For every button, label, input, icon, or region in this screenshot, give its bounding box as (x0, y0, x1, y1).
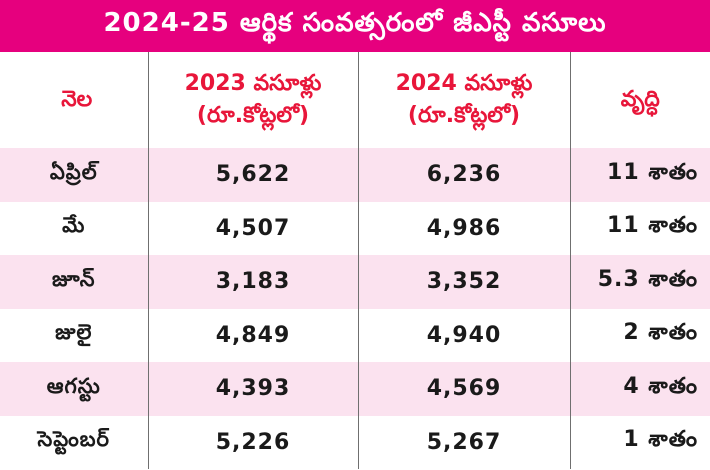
header-row: నెల 2023 వసూళ్లు (రూ.కోట్లలో) 2024 వసూళ్… (0, 52, 710, 148)
cell-2023-value: 4,393 (147, 362, 358, 416)
cell-2024-value: 4,986 (357, 201, 570, 255)
table-row: మే 4,507 4,986 11 శాతం (0, 201, 710, 255)
cell-growth: 2 శాతం (569, 308, 710, 362)
cell-month: ఏప్రిల్ (0, 148, 148, 202)
cell-2023-value: 3,183 (147, 255, 358, 309)
header-2024-line2: (రూ.కోట్లలో) (407, 103, 521, 128)
header-2024-line1: 2024 వసూళ్లు (395, 71, 533, 97)
table-row: సెప్టెంబర్ 5,226 5,267 1 శాతం (0, 415, 710, 469)
cell-2024-value: 6,236 (357, 148, 570, 202)
cell-2023-value: 5,226 (147, 415, 358, 469)
cell-2024-value: 4,940 (357, 308, 570, 362)
header-2023: 2023 వసూళ్లు (రూ.కోట్లలో) (147, 52, 358, 148)
gst-collections-table: నెల 2023 వసూళ్లు (రూ.కోట్లలో) 2024 వసూళ్… (0, 52, 710, 469)
header-growth: వృద్ధి (569, 52, 710, 148)
table-row: ఆగస్టు 4,393 4,569 4 శాతం (0, 362, 710, 416)
header-2023-line1: 2023 వసూళ్లు (184, 71, 322, 97)
header-growth-label: వృద్ధి (620, 87, 660, 113)
cell-growth: 1 శాతం (569, 415, 710, 469)
header-2024: 2024 వసూళ్లు (రూ.కోట్లలో) (357, 52, 570, 148)
header-2023-line2: (రూ.కోట్లలో) (196, 103, 310, 128)
cell-month: జూన్ (0, 255, 148, 309)
table-row: జూన్ 3,183 3,352 5.3 శాతం (0, 255, 710, 309)
header-month-label: నెల (61, 87, 93, 113)
table-row: ఏప్రిల్ 5,622 6,236 11 శాతం (0, 148, 710, 202)
cell-month: మే (0, 201, 148, 255)
cell-2024-value: 5,267 (357, 415, 570, 469)
table-title: 2024-25 ఆర్థిక సంవత్సరంలో జీఎస్టీ వసూలు (0, 0, 710, 52)
cell-month: ఆగస్టు (0, 362, 148, 416)
cell-month: సెప్టెంబర్ (0, 415, 148, 469)
cell-2023-value: 4,849 (147, 308, 358, 362)
cell-2023-value: 4,507 (147, 201, 358, 255)
header-month: నెల (0, 52, 148, 148)
cell-growth: 4 శాతం (569, 362, 710, 416)
cell-growth: 11 శాతం (569, 201, 710, 255)
cell-month: జులై (0, 308, 148, 362)
cell-2024-value: 3,352 (357, 255, 570, 309)
cell-growth: 11 శాతం (569, 148, 710, 202)
cell-2024-value: 4,569 (357, 362, 570, 416)
table-row: జులై 4,849 4,940 2 శాతం (0, 308, 710, 362)
cell-2023-value: 5,622 (147, 148, 358, 202)
cell-growth: 5.3 శాతం (569, 255, 710, 309)
